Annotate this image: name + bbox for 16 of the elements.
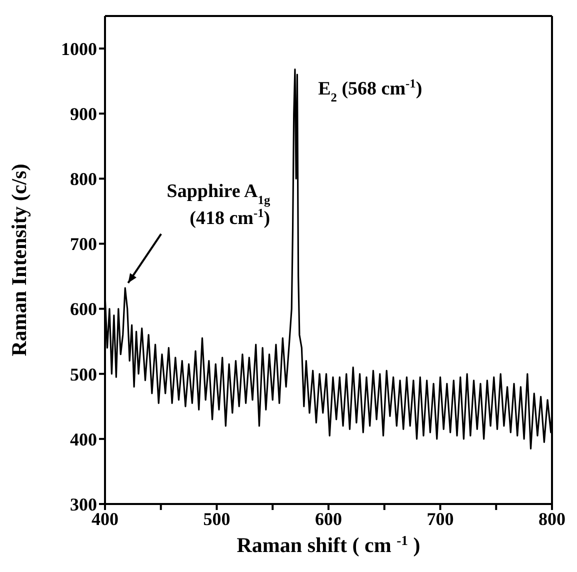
y-tick-label: 400: [70, 429, 97, 450]
annotation: E$_{2}$ (568 cm$^{-1}$): [318, 76, 422, 104]
y-tick-label: 900: [70, 104, 97, 124]
x-tick-label: 800: [538, 508, 566, 529]
y-tick-label: 500: [70, 364, 97, 384]
y-tick-label: 1000: [61, 38, 97, 59]
y-tick-label: 300: [70, 494, 97, 514]
x-tick-label: 500: [203, 508, 230, 529]
y-tick-label: 600: [70, 299, 97, 320]
x-tick-label: 600: [315, 508, 342, 529]
y-tick-label: 800: [70, 169, 97, 190]
y-axis-title: Raman Intensity (c/s): [7, 164, 31, 356]
y-tick-label: 700: [70, 234, 97, 254]
x-axis-title: Raman shift ( cm $^{-1}$ ): [236, 532, 420, 557]
annotation: Sapphire A$_{1g}$ (418 cm$^{-1}$): [166, 180, 271, 229]
x-tick-label: 700: [426, 508, 454, 529]
